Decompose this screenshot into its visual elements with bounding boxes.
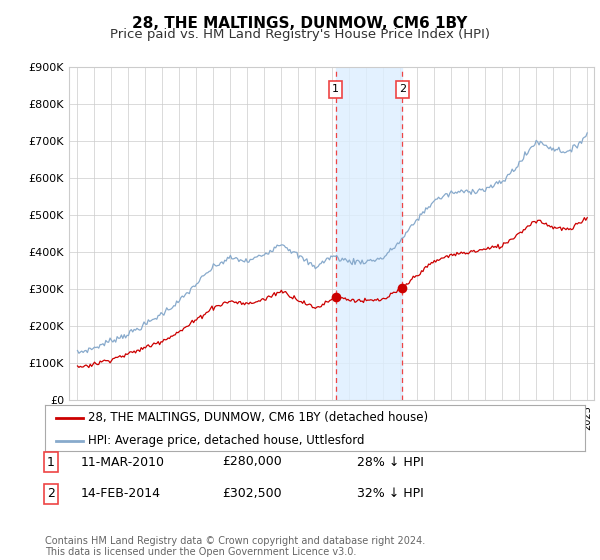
Text: £280,000: £280,000	[222, 455, 282, 469]
Text: Price paid vs. HM Land Registry's House Price Index (HPI): Price paid vs. HM Land Registry's House …	[110, 28, 490, 41]
Text: 2: 2	[47, 487, 55, 501]
Text: £302,500: £302,500	[222, 487, 281, 501]
Text: Contains HM Land Registry data © Crown copyright and database right 2024.
This d: Contains HM Land Registry data © Crown c…	[45, 535, 425, 557]
Text: 32% ↓ HPI: 32% ↓ HPI	[357, 487, 424, 501]
Text: 28, THE MALTINGS, DUNMOW, CM6 1BY: 28, THE MALTINGS, DUNMOW, CM6 1BY	[133, 16, 467, 31]
Bar	[335, 67, 403, 400]
Text: 14-FEB-2014: 14-FEB-2014	[81, 487, 161, 501]
Text: 28% ↓ HPI: 28% ↓ HPI	[357, 455, 424, 469]
Text: 1: 1	[332, 85, 339, 95]
Text: 11-MAR-2010: 11-MAR-2010	[81, 455, 165, 469]
Text: 28, THE MALTINGS, DUNMOW, CM6 1BY (detached house): 28, THE MALTINGS, DUNMOW, CM6 1BY (detac…	[88, 411, 428, 424]
Text: 2: 2	[399, 85, 406, 95]
Text: HPI: Average price, detached house, Uttlesford: HPI: Average price, detached house, Uttl…	[88, 434, 365, 447]
Text: 1: 1	[47, 455, 55, 469]
